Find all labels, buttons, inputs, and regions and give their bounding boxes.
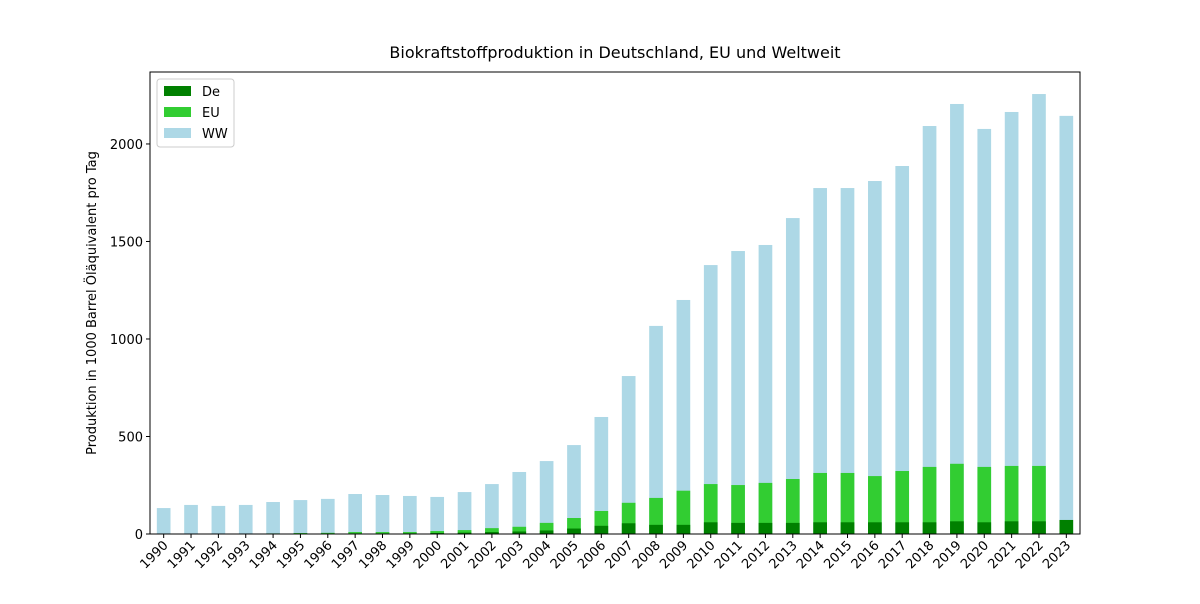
bar [321, 499, 335, 534]
bar [458, 492, 472, 534]
x-tick-label: 2019 [931, 538, 965, 572]
x-tick-label: 1996 [302, 538, 336, 572]
y-tick-label: 0 [135, 528, 143, 543]
bar [540, 530, 554, 534]
bar [294, 500, 308, 534]
bar [430, 497, 444, 534]
chart-title: Biokraftstoffproduktion in Deutschland, … [389, 43, 840, 62]
bar [759, 523, 773, 534]
x-tick-label: 2008 [630, 538, 664, 572]
legend-swatch [164, 86, 191, 96]
x-tick-label: 1999 [384, 538, 418, 572]
bar [512, 472, 526, 534]
x-tick-label: 2001 [438, 538, 472, 572]
bar [567, 529, 581, 534]
bar [1005, 521, 1019, 534]
bar [786, 523, 800, 534]
bar [868, 522, 882, 534]
legend-label: EU [202, 106, 220, 121]
y-tick-label: 1000 [110, 333, 143, 348]
x-tick-label: 1998 [356, 538, 390, 572]
y-tick-label: 1500 [110, 235, 143, 250]
x-tick-label: 2021 [985, 538, 1019, 572]
legend-label: WW [202, 127, 228, 142]
plot-frame [150, 72, 1080, 534]
x-tick-label: 2004 [520, 538, 554, 572]
legend-label: De [202, 85, 220, 100]
bar [1032, 521, 1046, 534]
bar [485, 484, 499, 534]
x-tick-label: 1993 [220, 538, 254, 572]
x-tick-label: 1997 [329, 538, 363, 572]
x-tick-label: 2016 [849, 538, 883, 572]
x-tick-label: 2012 [739, 538, 773, 572]
bar [704, 522, 718, 534]
bar [157, 508, 171, 534]
x-tick-label: 2014 [794, 538, 828, 572]
legend-swatch [164, 107, 191, 117]
x-tick-label: 2022 [1013, 538, 1047, 572]
bar [923, 522, 937, 534]
bar [622, 523, 636, 534]
x-tick-label: 2020 [958, 538, 992, 572]
bar [977, 522, 991, 534]
x-tick-label: 2015 [821, 538, 855, 572]
x-tick-label: 2007 [602, 538, 636, 572]
y-tick-label: 500 [118, 430, 143, 445]
bar [184, 505, 198, 534]
x-tick-label: 2002 [466, 538, 500, 572]
bar [594, 526, 608, 534]
x-tick-label: 1994 [247, 538, 281, 572]
bar [649, 525, 663, 534]
x-tick-label: 2009 [657, 538, 691, 572]
x-tick-label: 2017 [876, 538, 910, 572]
x-tick-label: 2011 [712, 538, 746, 572]
x-tick-label: 2023 [1040, 538, 1074, 572]
y-tick-label: 2000 [110, 138, 143, 153]
bar [1059, 116, 1073, 534]
bar [403, 496, 417, 534]
bar [841, 522, 855, 534]
bar [677, 525, 691, 534]
x-tick-label: 1995 [274, 538, 308, 572]
bar [950, 521, 964, 534]
bar [212, 506, 226, 534]
x-tick-label: 1991 [165, 538, 199, 572]
x-tick-label: 1990 [137, 538, 171, 572]
bar [266, 502, 280, 534]
bar [376, 495, 390, 534]
bar [731, 523, 745, 534]
x-tick-label: 2013 [767, 538, 801, 572]
bar [813, 522, 827, 534]
x-tick-label: 2018 [903, 538, 937, 572]
x-tick-label: 2003 [493, 538, 527, 572]
x-tick-label: 2000 [411, 538, 445, 572]
legend-swatch [164, 128, 191, 138]
bar [895, 522, 909, 534]
x-tick-label: 2010 [685, 538, 719, 572]
x-tick-label: 2006 [575, 538, 609, 572]
bar [239, 505, 253, 534]
bar [1059, 520, 1073, 534]
x-tick-label: 1992 [192, 538, 226, 572]
x-tick-label: 2005 [548, 538, 582, 572]
y-axis-label: Produktion in 1000 Barrel Öläquivalent p… [83, 151, 100, 455]
bar [348, 494, 362, 534]
